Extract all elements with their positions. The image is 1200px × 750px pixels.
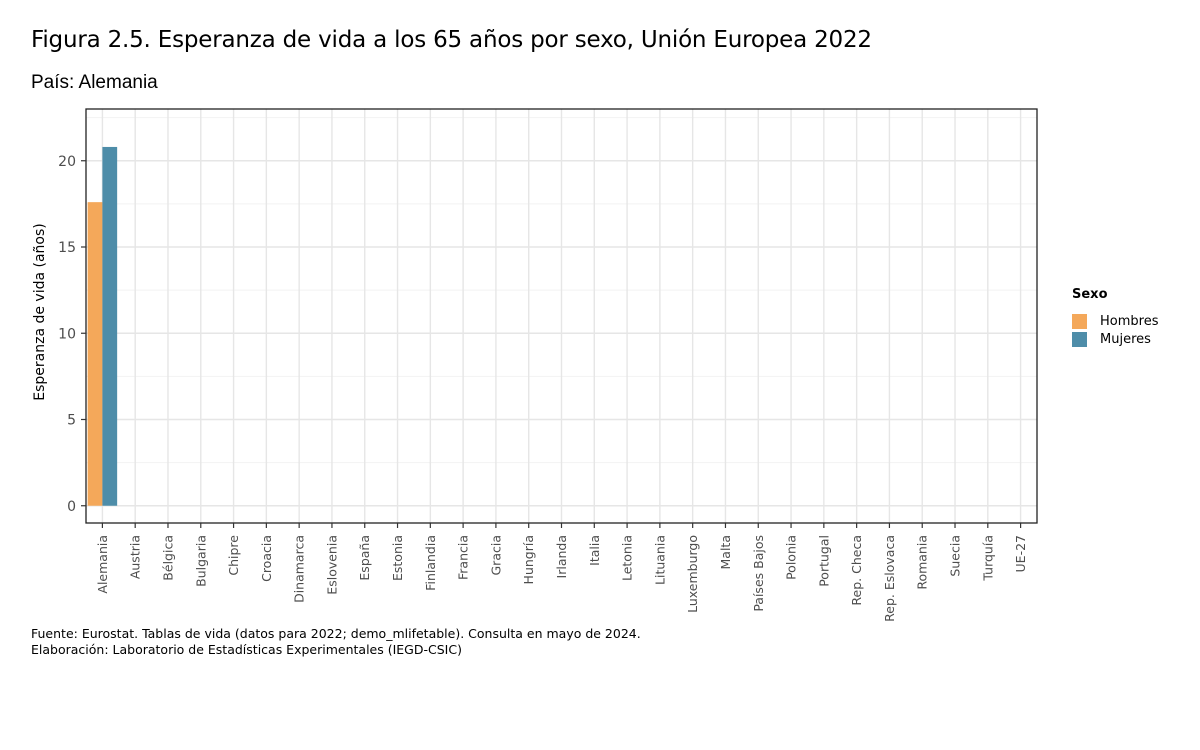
legend-swatch-hombres: [1072, 313, 1087, 329]
y-axis-label: Esperanza de vida (años): [32, 223, 48, 401]
bar-mujeres-0: [102, 146, 118, 506]
bar-hombres-0: [87, 202, 103, 506]
axes: 0 5 10 15 20 Alemania Austria Bélgica Bulgaria Ch…: [58, 154, 1028, 622]
grid-lines: [86, 109, 1037, 523]
legend-swatch-mujeres: [1072, 331, 1087, 347]
legend-label-hombres: Hombres: [1100, 313, 1159, 329]
y-tick-label: 15: [58, 240, 76, 256]
y-tick-label: 20: [58, 154, 76, 170]
x-tick-label: España: [357, 535, 372, 581]
x-tick-label: Países Bajos: [751, 535, 766, 612]
caption-source: Fuente: Eurostat. Tablas de vida (datos …: [31, 626, 641, 641]
legend-title: Sexo: [1072, 287, 1108, 302]
x-tick-label: Finlandia: [423, 535, 438, 591]
x-tick-label: Estonia: [390, 535, 405, 581]
x-tick-label: Gracia: [488, 535, 503, 576]
x-tick-label: Croacia: [259, 535, 274, 582]
x-tick-label: Rep. Checa: [849, 535, 864, 606]
caption: Fuente: Eurostat. Tablas de vida (datos …: [31, 626, 641, 658]
x-tick-label: Irlanda: [554, 535, 569, 578]
x-tick-label: Francia: [456, 535, 471, 580]
legend-label-mujeres: Mujeres: [1100, 331, 1151, 347]
y-tick-label: 0: [67, 499, 76, 515]
bars: [87, 146, 118, 506]
x-tick-label: Letonia: [620, 535, 635, 581]
x-tick-label: UE-27: [1013, 535, 1028, 572]
caption-credit: Elaboración: Laboratorio de Estadísticas…: [31, 642, 462, 657]
x-tick-label: Bulgaria: [193, 535, 208, 587]
x-tick-label: Austria: [128, 535, 143, 579]
x-tick-label: Portugal: [816, 535, 831, 587]
y-tick-label: 10: [58, 326, 76, 342]
x-tick-label: Eslovenia: [324, 535, 339, 595]
legend: Sexo Hombres Mujeres: [1072, 287, 1158, 348]
x-tick-label: Chipre: [226, 535, 241, 576]
y-tick-label: 5: [67, 413, 76, 429]
x-tick-label: Hungría: [521, 535, 536, 584]
legend-item-mujeres: Mujeres: [1072, 330, 1158, 348]
x-tick-label: Luxemburgo: [685, 535, 700, 613]
x-tick-label: Lituania: [652, 535, 667, 585]
x-tick-label: Rep. Eslovaca: [882, 535, 897, 622]
legend-item-hombres: Hombres: [1072, 312, 1158, 330]
x-tick-label: Alemania: [95, 535, 110, 594]
x-tick-label: Polonia: [784, 535, 799, 580]
chart-subtitle: País: Alemania: [31, 72, 158, 93]
x-tick-label: Italia: [587, 535, 602, 566]
x-tick-label: Bélgica: [160, 535, 175, 581]
x-tick-label: Dinamarca: [292, 535, 307, 603]
x-tick-label: Suecia: [948, 535, 963, 577]
x-tick-label: Malta: [718, 535, 733, 569]
x-tick-label: Turquía: [980, 535, 995, 582]
chart-title: Figura 2.5. Esperanza de vida a los 65 a…: [31, 27, 872, 53]
x-tick-label: Romania: [915, 535, 930, 590]
